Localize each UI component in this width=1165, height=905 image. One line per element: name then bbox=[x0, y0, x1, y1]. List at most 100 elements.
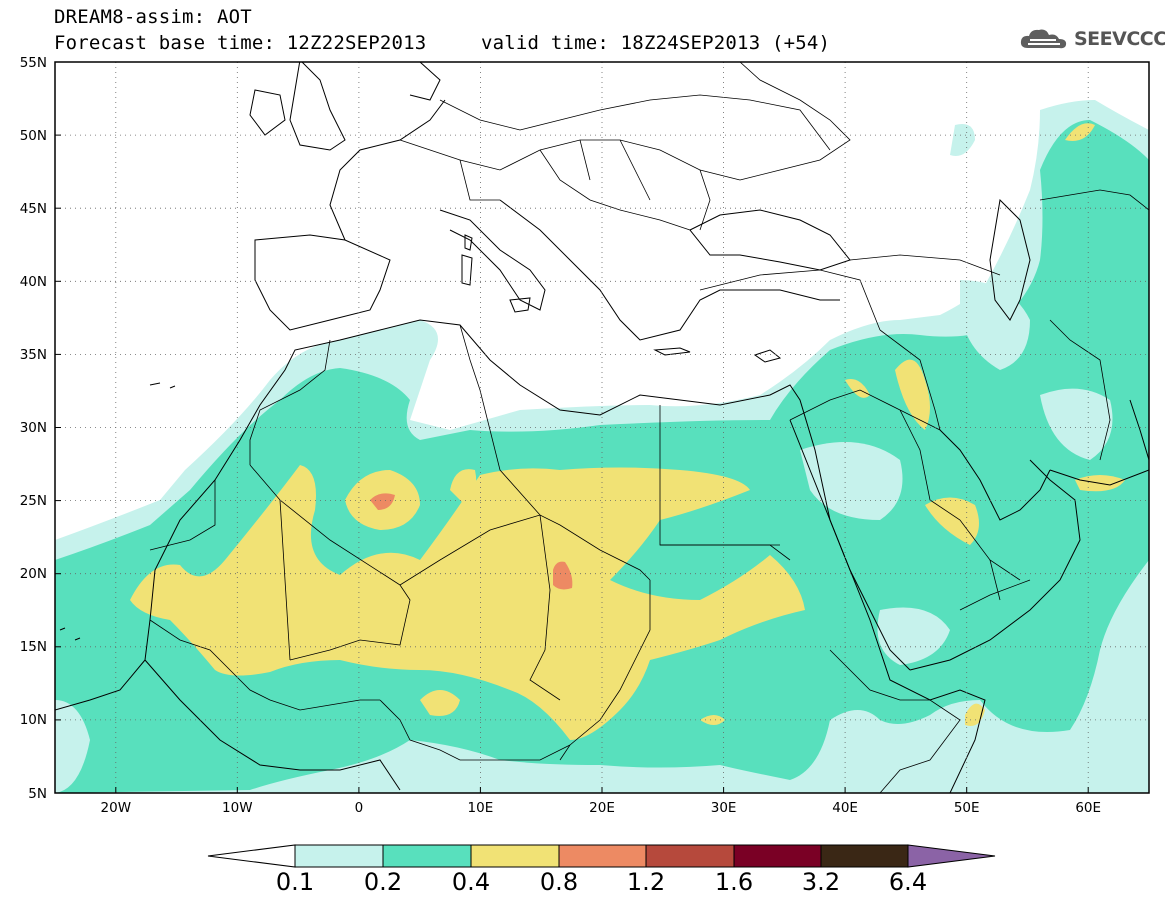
aot-yellow-syria bbox=[845, 379, 870, 398]
lat-label: 5N bbox=[28, 786, 47, 802]
iran-coast bbox=[1049, 469, 1149, 486]
colorbar-swatch bbox=[470, 844, 560, 868]
lon-label: 10E bbox=[468, 800, 494, 816]
algeria-border bbox=[249, 464, 651, 586]
colorbar-swatch bbox=[820, 844, 909, 868]
europe-borders-4 bbox=[579, 139, 711, 231]
lat-label: 40N bbox=[20, 274, 47, 290]
guinea-coast bbox=[144, 659, 401, 791]
africa-coast bbox=[55, 319, 986, 793]
sardinia bbox=[461, 254, 473, 286]
aot-low-west bbox=[55, 700, 90, 793]
lon-label: 40E bbox=[832, 800, 858, 816]
colorbar-swatch bbox=[558, 844, 647, 868]
mauritania-border bbox=[149, 480, 291, 661]
coastlines bbox=[55, 62, 1149, 793]
cape-verde bbox=[59, 627, 81, 641]
colorbar-label: 0.1 bbox=[275, 868, 315, 896]
colorbar-swatch bbox=[294, 844, 384, 868]
aot-low-arabia-2 bbox=[877, 607, 950, 665]
europe-borders-3 bbox=[459, 149, 691, 231]
mali-niger bbox=[289, 584, 411, 661]
niger-chad bbox=[529, 514, 561, 701]
saudi-borders bbox=[789, 389, 1021, 581]
crete bbox=[653, 347, 691, 356]
lat-label: 55N bbox=[20, 55, 47, 71]
tick-marks bbox=[55, 61, 1089, 794]
country-borders bbox=[149, 62, 1149, 793]
caspian bbox=[989, 198, 1031, 321]
france-coast bbox=[329, 99, 446, 241]
europe-borders-2 bbox=[439, 94, 831, 151]
aot-yellow-iraq bbox=[895, 359, 930, 430]
aot-yellow-kaz bbox=[1065, 123, 1095, 141]
lat-label: 25N bbox=[20, 493, 47, 509]
lat-label: 15N bbox=[20, 639, 47, 655]
aot-yellow-blob-3 bbox=[420, 690, 460, 716]
colorbar-swatch bbox=[382, 844, 472, 868]
car-border bbox=[460, 744, 571, 761]
lat-label: 50N bbox=[20, 128, 47, 144]
lat-label: 30N bbox=[20, 420, 47, 436]
lon-label: 50E bbox=[954, 800, 980, 816]
colorbar-label: 3.2 bbox=[801, 868, 841, 896]
aot-band-0.8-a bbox=[370, 493, 395, 510]
caucasus bbox=[849, 254, 1001, 276]
ireland-coast bbox=[249, 89, 286, 136]
corsica bbox=[464, 234, 473, 251]
india-coast bbox=[1129, 399, 1149, 461]
colorbar-label: 6.4 bbox=[888, 868, 928, 896]
yemen-oman bbox=[959, 559, 1031, 611]
lon-labels: 20W 10W 0 10E 20E 30E 40E 50E 60E bbox=[101, 800, 1102, 816]
morocco-algeria bbox=[249, 339, 331, 465]
lon-label: 0 bbox=[355, 800, 364, 816]
arabia-south bbox=[909, 459, 1081, 671]
lon-label: 20E bbox=[589, 800, 615, 816]
red-sea-east bbox=[789, 419, 911, 671]
graticule bbox=[55, 62, 1149, 793]
iran-afghan bbox=[1049, 319, 1111, 461]
logo-text: SEEVCCC bbox=[1074, 28, 1165, 50]
aot-yellow-blob-4 bbox=[700, 715, 725, 725]
ethiopia bbox=[829, 649, 961, 793]
kazakh bbox=[1039, 189, 1149, 211]
cloud-icon bbox=[1020, 29, 1067, 49]
lat-label: 20N bbox=[20, 566, 47, 582]
sicily bbox=[509, 297, 531, 313]
nigeria-cameroon bbox=[379, 699, 461, 761]
forecast-base-time: Forecast base time: 12Z22SEP2013 bbox=[54, 32, 427, 54]
colorbar-label: 0.2 bbox=[363, 868, 403, 896]
scandinavia bbox=[409, 62, 441, 101]
sudan-egypt bbox=[660, 544, 791, 561]
lat-label: 35N bbox=[20, 347, 47, 363]
aot-low-east bbox=[1040, 388, 1113, 460]
colorbar-swatch bbox=[733, 844, 822, 868]
lon-label: 30E bbox=[711, 800, 737, 816]
colorbar bbox=[207, 844, 996, 868]
russia-ukraine bbox=[739, 62, 851, 181]
aot-contours bbox=[55, 100, 1149, 793]
lon-label: 10W bbox=[222, 800, 253, 816]
seevccc-logo: SEEVCCC bbox=[1018, 26, 1165, 52]
canary bbox=[149, 382, 176, 389]
aot-band-0.1-north bbox=[950, 124, 975, 156]
black-sea bbox=[689, 209, 851, 271]
map-title: DREAM8-assim: AOT bbox=[54, 6, 252, 28]
cyprus bbox=[753, 349, 782, 363]
lat-label: 45N bbox=[20, 201, 47, 217]
aot-yellow-blob-2 bbox=[450, 469, 477, 505]
west-africa bbox=[149, 619, 380, 711]
lat-label: 10N bbox=[20, 712, 47, 728]
aot-low-iran bbox=[960, 280, 1030, 370]
europe-borders-1 bbox=[399, 139, 741, 181]
colorbar-label: 0.8 bbox=[539, 868, 579, 896]
aot-yellow-arabia bbox=[925, 497, 979, 545]
balkans-coast bbox=[499, 199, 840, 341]
lat-labels: 55N 50N 45N 40N 35N 30N 25N 20N 15N 10N … bbox=[20, 55, 47, 802]
valid-time: valid time: 18Z24SEP2013 (+54) bbox=[481, 32, 831, 54]
iberia-coast bbox=[254, 234, 391, 331]
colorbar-label: 1.6 bbox=[714, 868, 754, 896]
colorbar-label: 1.2 bbox=[626, 868, 666, 896]
lon-label: 60E bbox=[1075, 800, 1101, 816]
lon-label: 20W bbox=[101, 800, 132, 816]
